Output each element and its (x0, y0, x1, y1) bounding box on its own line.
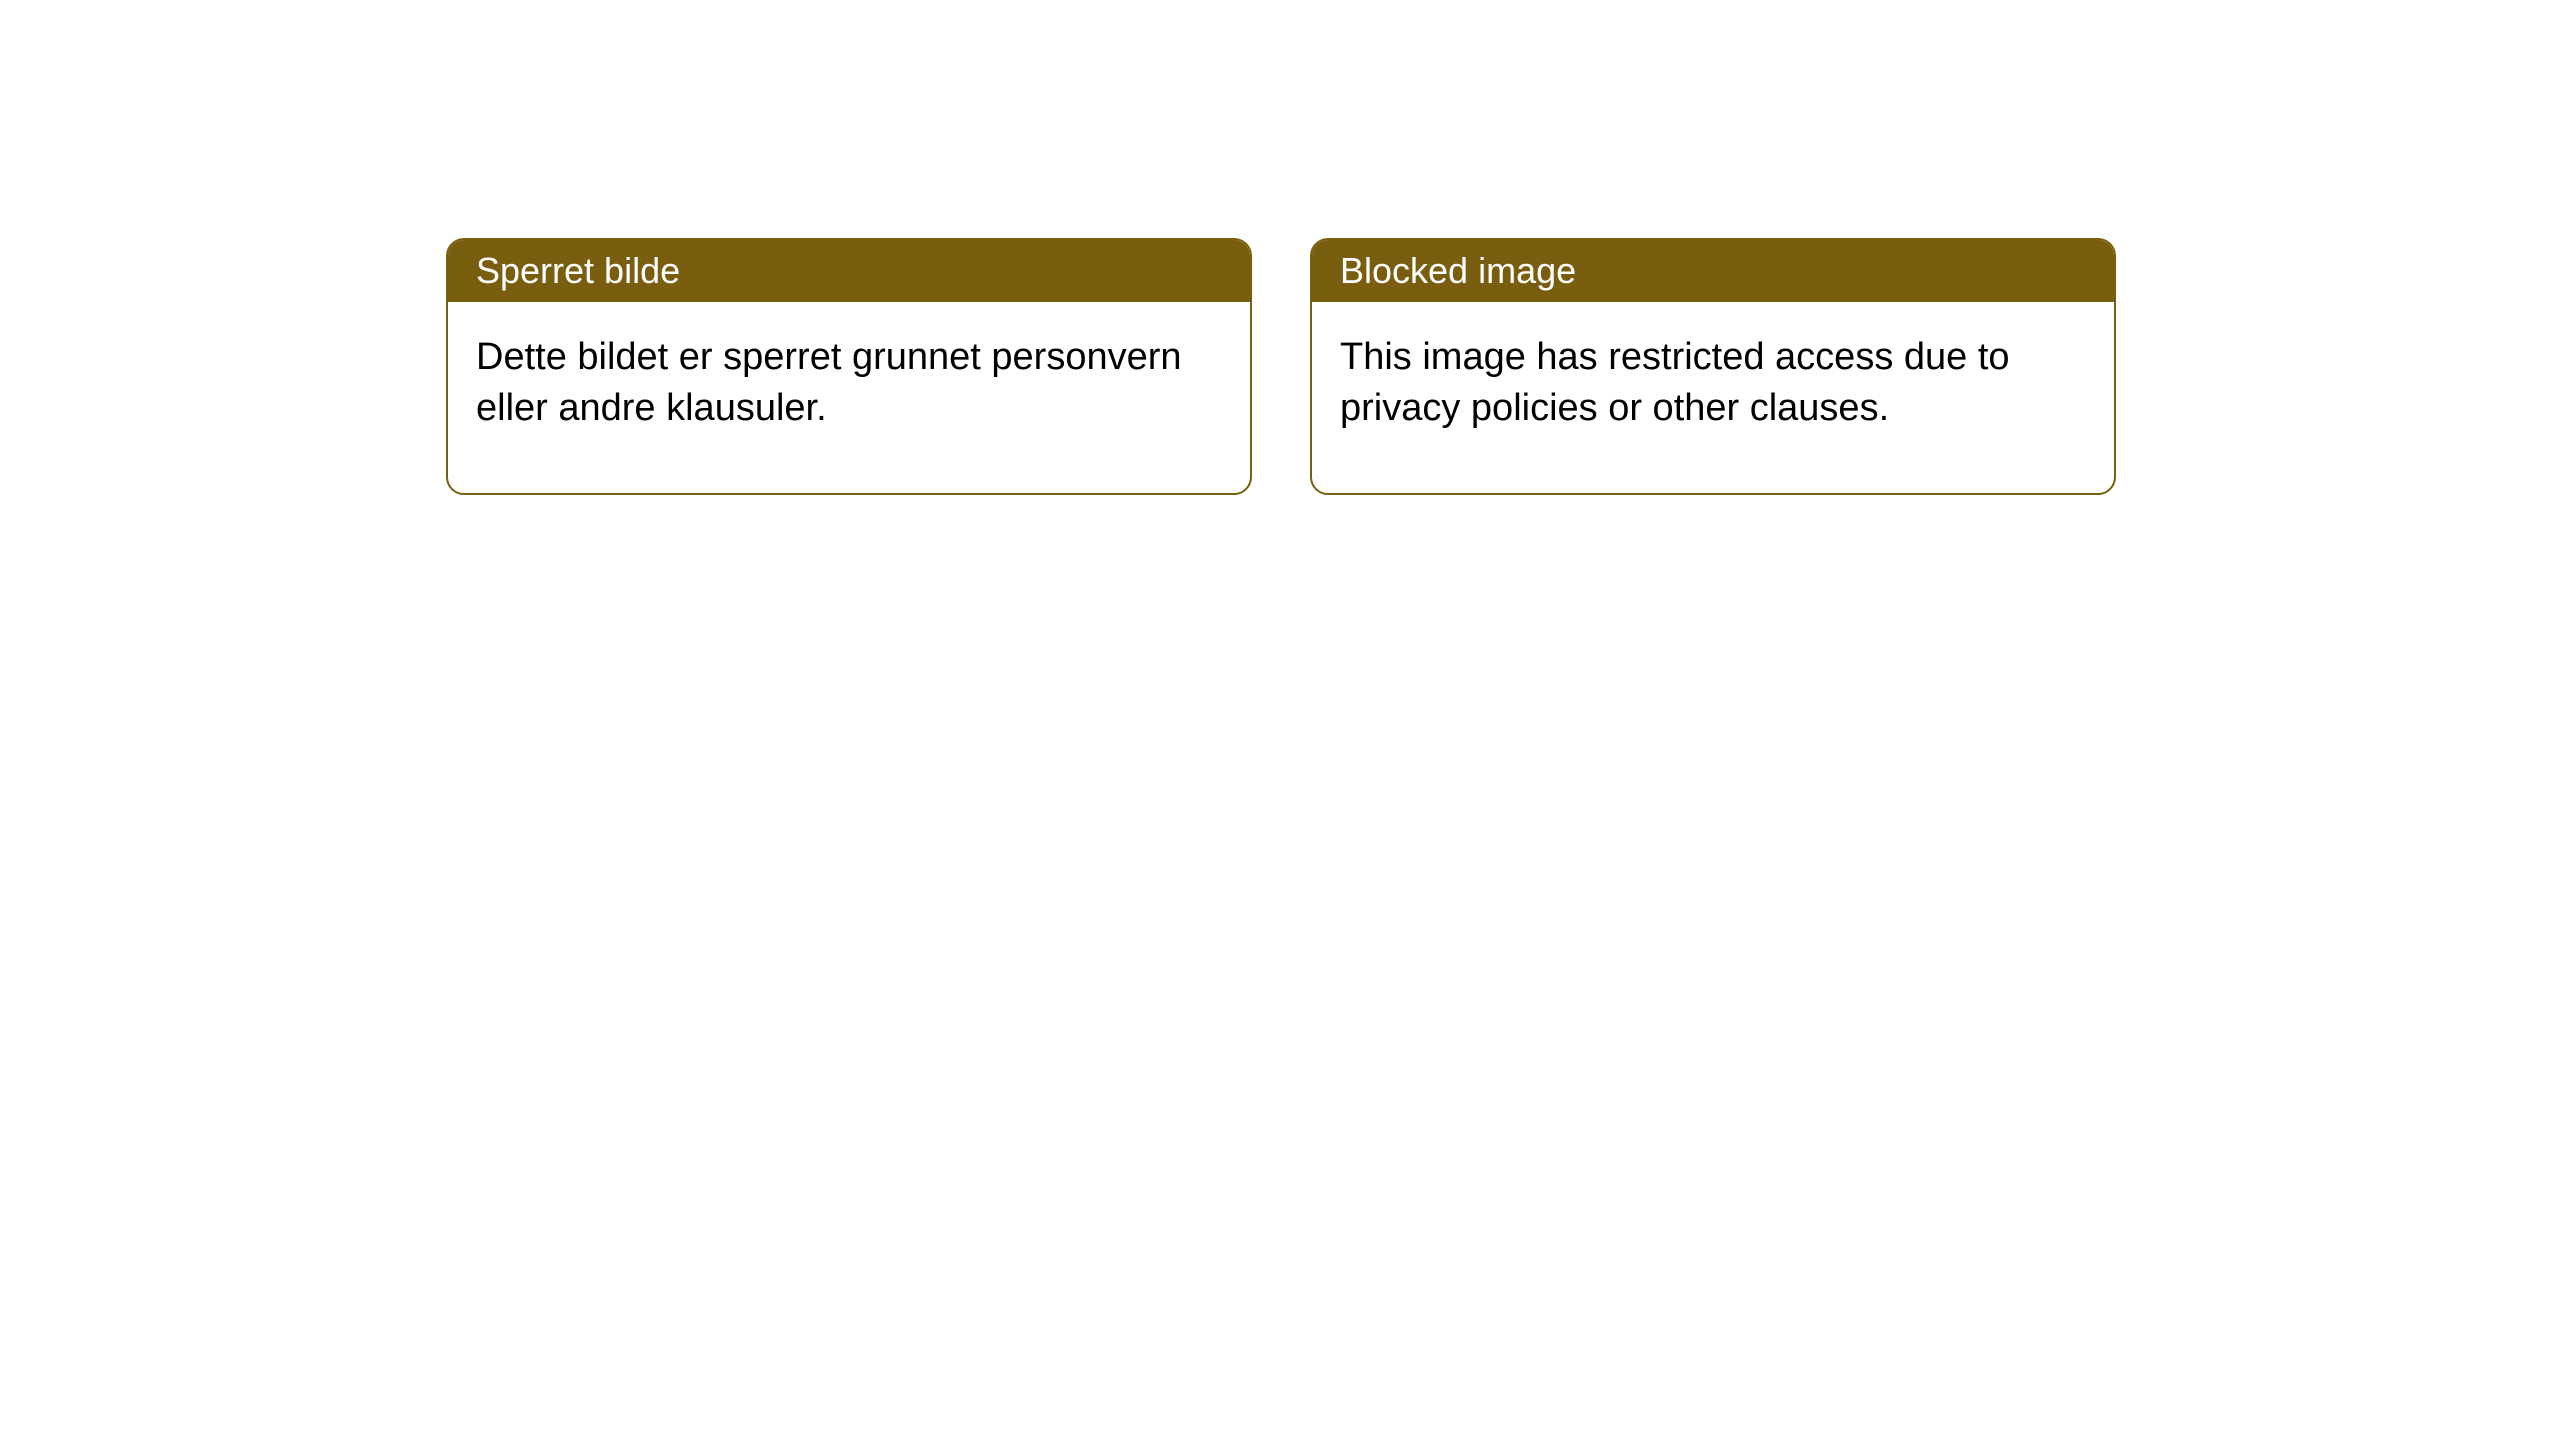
card-body: Dette bildet er sperret grunnet personve… (448, 302, 1250, 493)
blocked-image-card-en: Blocked image This image has restricted … (1310, 238, 2116, 495)
card-header: Blocked image (1312, 240, 2114, 302)
blocked-image-card-no: Sperret bilde Dette bildet er sperret gr… (446, 238, 1252, 495)
card-text: This image has restricted access due to … (1340, 336, 2010, 429)
card-header: Sperret bilde (448, 240, 1250, 302)
card-body: This image has restricted access due to … (1312, 302, 2114, 493)
cards-container: Sperret bilde Dette bildet er sperret gr… (446, 238, 2116, 495)
card-title: Blocked image (1340, 250, 1576, 291)
card-text: Dette bildet er sperret grunnet personve… (476, 336, 1182, 429)
card-title: Sperret bilde (476, 250, 680, 291)
